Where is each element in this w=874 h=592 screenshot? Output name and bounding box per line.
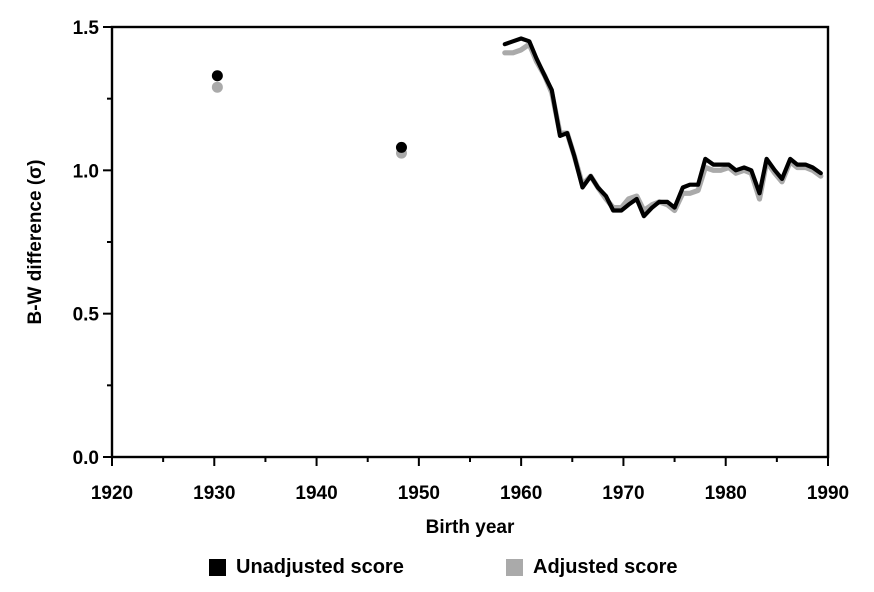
legend-label-adjusted: Adjusted score — [533, 556, 678, 578]
legend-swatch-adjusted — [506, 559, 523, 576]
legend-item-unadjusted: Unadjusted score — [209, 556, 404, 579]
y-tick-label: 0.5 — [73, 305, 100, 326]
y-axis-title: B-W difference (σ) — [25, 160, 46, 325]
data-point-unadjusted — [211, 70, 223, 82]
series-line-unadjusted — [502, 36, 823, 219]
series-line-adjusted — [502, 41, 824, 214]
x-tick-label: 1990 — [807, 483, 849, 504]
legend-item-adjusted: Adjusted score — [506, 556, 677, 579]
legend: Unadjusted score Adjusted score — [0, 556, 874, 586]
x-tick-label: 1940 — [295, 483, 337, 504]
x-tick-label: 1920 — [91, 483, 133, 504]
x-tick-label: 1930 — [193, 483, 235, 504]
y-tick-label: 0.0 — [73, 448, 99, 469]
legend-swatch-unadjusted — [209, 559, 226, 576]
data-point-unadjusted — [395, 141, 407, 153]
x-tick-label: 1960 — [500, 483, 542, 504]
data-point-adjusted — [211, 81, 223, 93]
x-axis-title: Birth year — [426, 517, 515, 538]
legend-label-unadjusted: Unadjusted score — [236, 556, 404, 578]
y-ticks: 0.0 0.5 1.0 1.5 — [73, 18, 112, 469]
x-ticks: 1920 1930 1940 1950 1960 1970 1980 1990 — [91, 457, 849, 504]
x-tick-label: 1950 — [398, 483, 440, 504]
x-tick-label: 1980 — [705, 483, 747, 504]
y-tick-label: 1.5 — [73, 18, 100, 39]
y-tick-label: 1.0 — [73, 161, 99, 182]
series — [211, 36, 824, 219]
x-tick-label: 1970 — [602, 483, 644, 504]
